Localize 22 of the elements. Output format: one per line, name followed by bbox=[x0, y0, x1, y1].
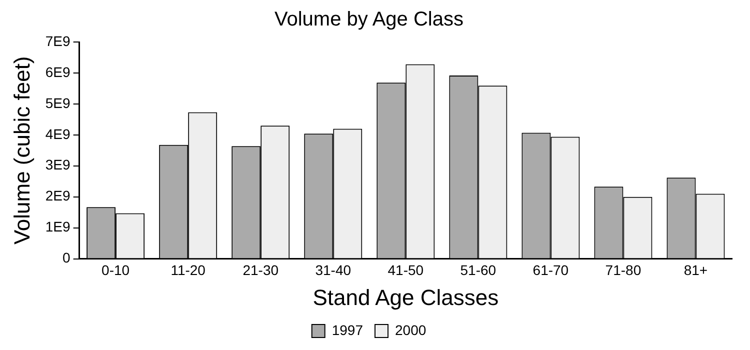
y-axis-title: Volume (cubic feet) bbox=[9, 56, 34, 245]
x-tick-label: 21-30 bbox=[242, 262, 279, 278]
x-tick-label: 0-10 bbox=[102, 262, 130, 278]
legend-label: 1997 bbox=[332, 322, 364, 338]
chart-title: Volume by Age Class bbox=[274, 8, 464, 31]
x-tick-label: 51-60 bbox=[460, 262, 496, 278]
y-tick-label: 0 bbox=[62, 250, 71, 266]
x-axis-title: Stand Age Classes bbox=[312, 284, 499, 310]
y-tick-label: 3E9 bbox=[45, 156, 71, 173]
legend-label: 2000 bbox=[395, 322, 426, 338]
x-tick-label: 81+ bbox=[684, 262, 708, 278]
x-tick-label: 61-70 bbox=[532, 262, 569, 278]
x-tick-label: 31-40 bbox=[315, 262, 352, 278]
y-tick-label: 6E9 bbox=[45, 64, 71, 80]
y-tick-label: 4E9 bbox=[45, 126, 71, 142]
x-tick-label: 11-20 bbox=[170, 262, 206, 278]
y-tick-label: 1E9 bbox=[45, 218, 71, 235]
x-tick-label: 41-50 bbox=[388, 262, 424, 278]
y-tick-label: 2E9 bbox=[45, 188, 71, 204]
y-tick-label: 7E9 bbox=[45, 32, 71, 49]
y-tick-label: 5E9 bbox=[45, 94, 71, 111]
x-tick-label: 71-80 bbox=[605, 262, 642, 278]
